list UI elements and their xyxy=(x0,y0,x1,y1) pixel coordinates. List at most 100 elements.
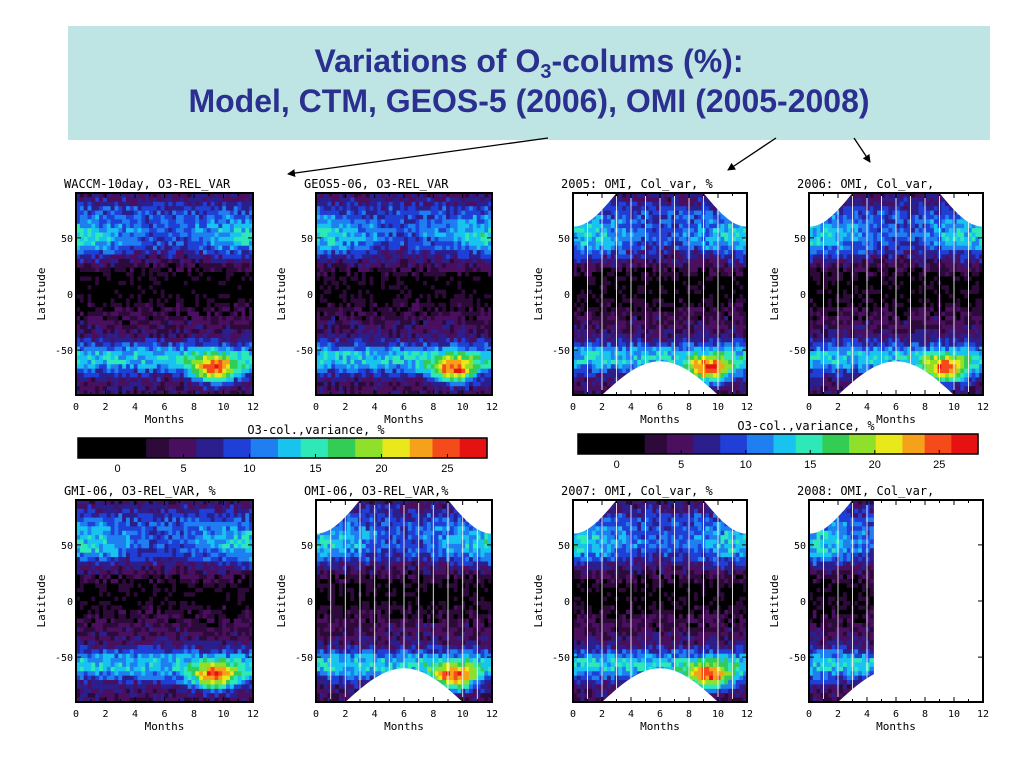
heatmap-cell xyxy=(338,368,344,374)
heatmap-cell xyxy=(106,364,112,370)
heatmap-cell xyxy=(396,258,401,264)
heatmap-cell xyxy=(430,294,436,299)
heatmap-cell xyxy=(392,267,397,273)
heatmap-cell xyxy=(206,236,212,242)
heatmap-cell xyxy=(472,307,478,313)
heatmap-cell xyxy=(126,333,131,339)
heatmap-cell xyxy=(629,206,635,212)
heatmap-cell xyxy=(206,219,212,225)
heatmap-cell xyxy=(327,351,332,357)
heatmap-cell xyxy=(396,311,401,317)
heatmap-cell xyxy=(141,390,146,395)
heatmap-cell xyxy=(625,311,631,317)
heatmap-cell xyxy=(434,263,440,269)
heatmap-cell xyxy=(145,210,150,216)
heatmap-cell xyxy=(404,386,409,392)
heatmap-cell xyxy=(122,315,127,321)
heatmap-cell xyxy=(110,302,116,308)
heatmap-cell xyxy=(488,333,492,339)
heatmap-cell xyxy=(377,285,382,291)
heatmap-cell xyxy=(129,258,135,264)
heatmap-cell xyxy=(607,241,612,247)
heatmap-cell xyxy=(168,201,173,207)
heatmap-cell xyxy=(384,263,390,269)
heatmap-cell xyxy=(472,263,478,269)
heatmap-cell xyxy=(102,346,108,352)
heatmap-cell xyxy=(168,390,173,395)
heatmap-cell xyxy=(426,245,432,251)
heatmap-cell xyxy=(95,342,100,348)
heatmap-cell xyxy=(99,307,104,313)
heatmap-cell xyxy=(358,307,363,313)
heatmap-cell xyxy=(206,302,212,308)
heatmap-cell xyxy=(79,250,85,256)
heatmap-cell xyxy=(83,280,89,286)
heatmap-cell xyxy=(434,320,440,326)
heatmap-cell xyxy=(388,289,394,295)
heatmap-cell xyxy=(137,193,143,198)
heatmap-cell xyxy=(573,258,578,264)
heatmap-cell xyxy=(141,258,146,264)
heatmap-cell xyxy=(160,258,166,264)
heatmap-cell xyxy=(183,232,189,238)
heatmap-cell xyxy=(99,289,104,295)
heatmap-cell xyxy=(476,206,482,212)
heatmap-cell xyxy=(76,329,81,335)
heatmap-cell xyxy=(434,294,440,299)
heatmap-cell xyxy=(407,355,413,361)
x-tick-label: 8 xyxy=(191,402,197,413)
heatmap-cell xyxy=(392,206,397,212)
heatmap-cell xyxy=(229,289,235,295)
heatmap-cell xyxy=(218,307,223,313)
heatmap-cell xyxy=(114,346,119,352)
heatmap-cell xyxy=(168,289,173,295)
heatmap-cell xyxy=(457,250,462,256)
heatmap-cell xyxy=(187,228,193,234)
heatmap-cell xyxy=(87,359,92,365)
heatmap-cell xyxy=(91,258,96,264)
heatmap-cell xyxy=(361,219,367,225)
heatmap-cell xyxy=(419,386,424,392)
heatmap-cell xyxy=(176,193,181,198)
heatmap-cell xyxy=(245,276,250,282)
heatmap-cell xyxy=(423,381,428,387)
heatmap-cell xyxy=(377,364,382,370)
heatmap-cell xyxy=(346,214,352,220)
heatmap-cell xyxy=(87,377,92,383)
heatmap-cell xyxy=(149,197,154,203)
heatmap-cell xyxy=(442,197,447,203)
heatmap-cell xyxy=(576,351,582,357)
heatmap-cell xyxy=(361,276,367,282)
heatmap-cell xyxy=(152,302,158,308)
heatmap-cell xyxy=(384,223,390,229)
heatmap-cell xyxy=(618,206,623,212)
heatmap-cell xyxy=(335,333,340,339)
heatmap-cell xyxy=(392,241,397,247)
heatmap-cell xyxy=(126,315,131,321)
heatmap-cell xyxy=(603,223,608,229)
heatmap-cell xyxy=(149,214,154,220)
heatmap-cell xyxy=(335,298,340,304)
heatmap-cell xyxy=(472,280,478,286)
heatmap-cell xyxy=(476,245,482,251)
heatmap-cell xyxy=(442,276,447,282)
heatmap-cell xyxy=(461,250,466,256)
heatmap-cell xyxy=(191,373,196,379)
heatmap-cell xyxy=(361,206,367,212)
heatmap-cell xyxy=(145,329,150,335)
heatmap-cell xyxy=(126,329,131,335)
heatmap-cell xyxy=(461,320,466,326)
heatmap-cell xyxy=(488,320,492,326)
heatmap-cell xyxy=(319,276,325,282)
heatmap-cell xyxy=(176,377,181,383)
heatmap-cell xyxy=(411,381,417,387)
heatmap-cell xyxy=(156,206,162,212)
heatmap-cell xyxy=(591,307,597,313)
heatmap-cell xyxy=(126,377,131,383)
heatmap-cell xyxy=(342,214,348,220)
heatmap-cell xyxy=(404,197,409,203)
heatmap-cell xyxy=(392,337,397,343)
heatmap-cell xyxy=(176,386,181,392)
heatmap-cell xyxy=(133,377,139,383)
heatmap-cell xyxy=(453,267,459,273)
